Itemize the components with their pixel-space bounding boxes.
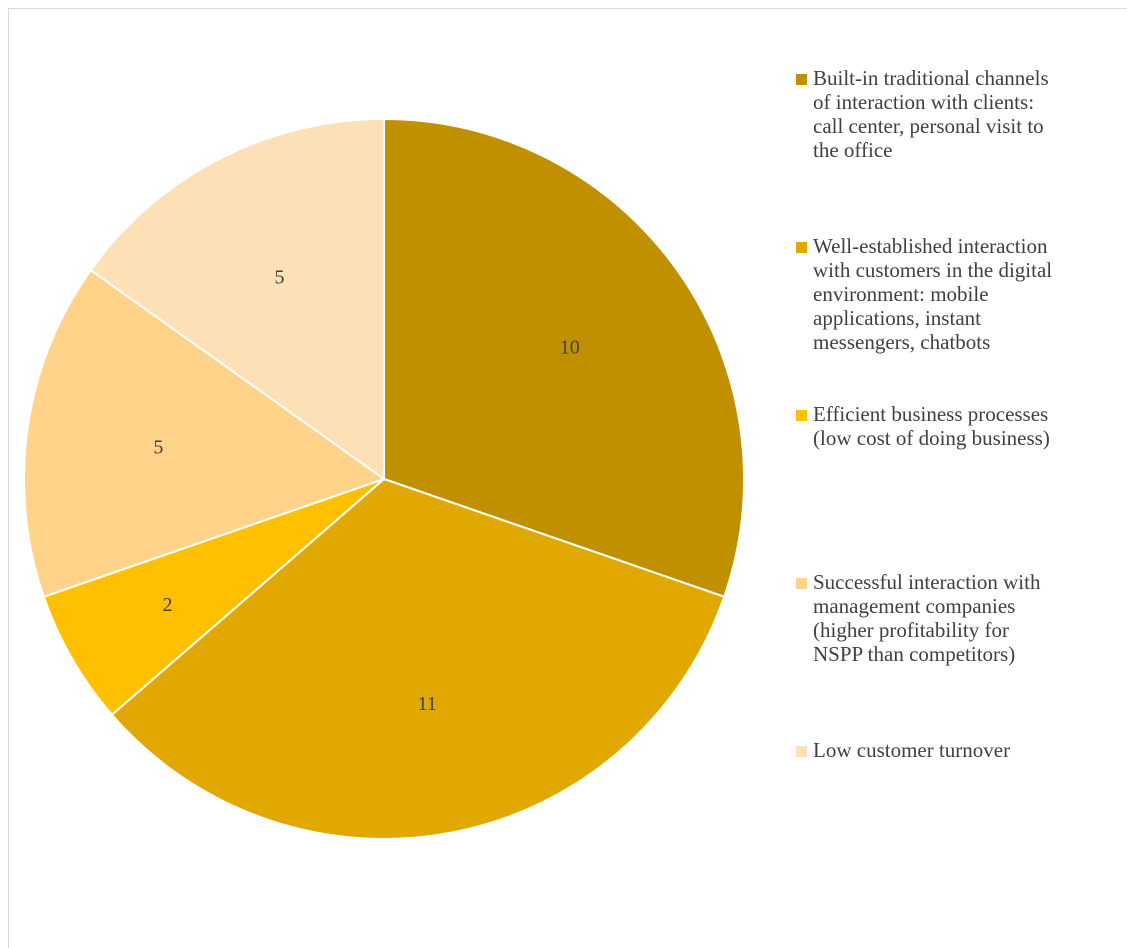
data-label: 11 xyxy=(418,693,437,715)
data-label: 10 xyxy=(560,337,580,359)
legend-label: Built-in traditional channels of interac… xyxy=(813,66,1049,162)
legend-swatch xyxy=(796,410,807,421)
pie-slice xyxy=(42,478,385,717)
pie-slice xyxy=(89,117,385,481)
legend-swatch xyxy=(796,242,807,253)
data-label: 5 xyxy=(153,437,163,459)
legend-swatch xyxy=(796,578,807,589)
pie-slice xyxy=(23,268,387,599)
data-label: 5 xyxy=(275,266,285,288)
legend-label: Well-established interaction with custom… xyxy=(813,234,1053,354)
legend-label: Low customer turnover xyxy=(813,738,1011,762)
legend-item: Well-established interaction with custom… xyxy=(796,234,1052,354)
legend-item: Successful interaction with management c… xyxy=(796,570,1040,666)
legend-label: Efficient business processes (low cost o… xyxy=(813,402,1050,450)
pie-slice xyxy=(383,117,745,599)
legend-item: Low customer turnover xyxy=(796,738,1010,762)
pie-slice xyxy=(110,477,726,840)
legend-item: Efficient business processes (low cost o… xyxy=(796,402,1050,450)
chart-area-border xyxy=(8,8,1127,948)
legend-swatch xyxy=(796,746,807,757)
legend-label: Successful interaction with management c… xyxy=(813,570,1041,666)
data-label: 2 xyxy=(162,594,172,616)
legend-swatch xyxy=(796,74,807,85)
legend-item: Built-in traditional channels of interac… xyxy=(796,66,1049,162)
